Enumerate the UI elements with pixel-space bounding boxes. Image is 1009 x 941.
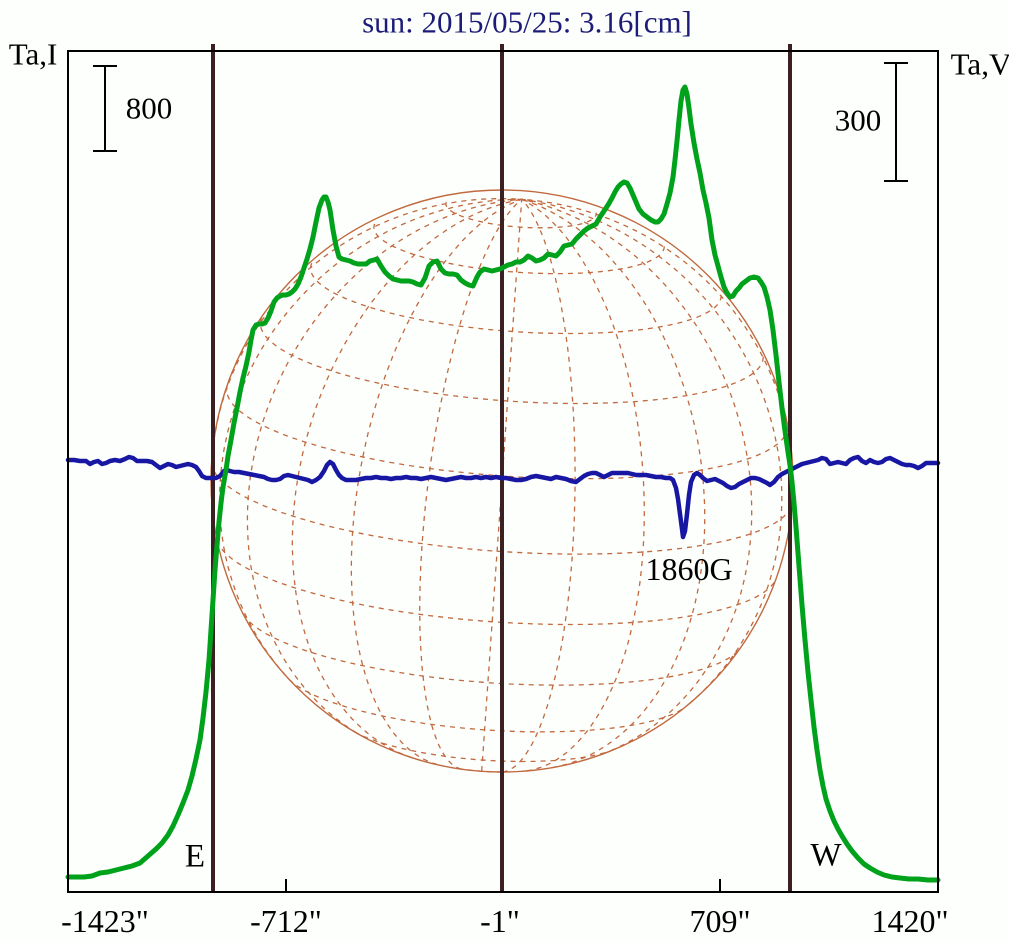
sun-grid-line xyxy=(373,223,665,275)
sun-grid-line xyxy=(502,198,576,773)
y-axis-label-right: Ta,V xyxy=(950,46,1009,82)
x-tick-label: -1" xyxy=(480,903,520,939)
y-axis-label-left: Ta,I xyxy=(8,36,58,72)
sun-grid-line xyxy=(419,198,523,770)
x-tick-label: -712" xyxy=(250,903,322,939)
sun-grid-line xyxy=(481,199,523,772)
sun-grid-line xyxy=(211,461,793,555)
sun-grid-line xyxy=(211,197,522,451)
east-limb-label: E xyxy=(184,838,206,875)
sun-grid-line xyxy=(521,198,645,772)
magnetic-field-annotation: 1860G xyxy=(645,551,733,587)
sun-grid-line xyxy=(521,198,753,756)
intensity-curve xyxy=(65,84,941,883)
sun-grid-line xyxy=(242,613,741,686)
sun-grid-line xyxy=(216,540,777,626)
sun-grid-line xyxy=(521,198,783,705)
scale-bar-left-value: 800 xyxy=(125,90,173,126)
sun-grid-line xyxy=(309,262,722,335)
page-title: sun: 2015/05/25: 3.16[cm] xyxy=(362,4,692,40)
sun-grid-line xyxy=(521,198,706,769)
sun-grid-line xyxy=(521,198,794,492)
x-tick-label: 709" xyxy=(689,903,751,939)
sun-grid-line xyxy=(218,198,522,677)
plot-border xyxy=(67,50,939,893)
sun-grid-line xyxy=(246,198,522,739)
scale-bar-right-value: 300 xyxy=(834,102,882,138)
sun-grid-line xyxy=(445,201,597,229)
west-limb-label: W xyxy=(810,837,842,874)
x-tick-label: 1420" xyxy=(871,903,949,939)
sun-grid-line xyxy=(350,198,522,766)
x-tick-label: -1423" xyxy=(61,903,149,939)
polarization-curve xyxy=(65,454,941,540)
